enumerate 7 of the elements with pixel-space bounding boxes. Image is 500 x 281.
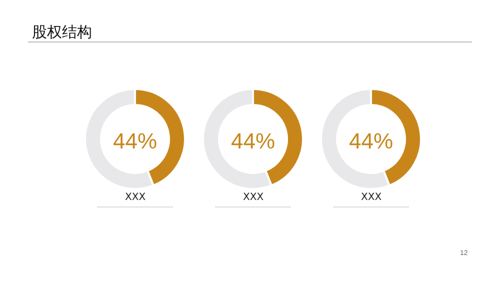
text: 股权结构 — [32, 23, 92, 41]
text: XXX — [125, 192, 146, 203]
text: 44% — [112, 128, 158, 154]
text: XXX — [243, 192, 264, 203]
text: 44% — [230, 128, 276, 154]
text: 44% — [348, 128, 394, 154]
text: XXX — [361, 192, 382, 203]
